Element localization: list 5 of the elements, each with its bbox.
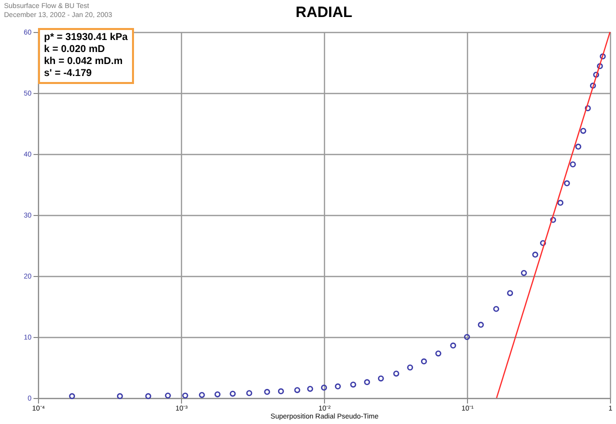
annotation: kh = 0.042 mD.m (44, 56, 124, 68)
annotation: p* = 31930.41 kPa (44, 32, 128, 44)
chart-title: RADIAL (296, 4, 352, 21)
annotation: k = 0.020 mD (44, 44, 106, 56)
annotation: s' = -4.179 (44, 68, 93, 80)
